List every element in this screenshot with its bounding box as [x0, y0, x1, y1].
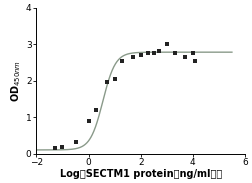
- Point: [191, 52, 195, 55]
- Point: [105, 81, 109, 84]
- Point: [86, 119, 90, 122]
- Point: [165, 43, 169, 46]
- Point: [146, 52, 150, 55]
- Point: [120, 59, 124, 62]
- Point: [94, 108, 98, 111]
- Point: [152, 52, 156, 55]
- Point: [131, 55, 135, 58]
- X-axis label: Log（SECTM1 protein（ng/ml））: Log（SECTM1 protein（ng/ml））: [59, 169, 222, 179]
- Point: [60, 145, 65, 148]
- Y-axis label: OD$_{450nm}$: OD$_{450nm}$: [9, 60, 23, 102]
- Point: [139, 54, 143, 57]
- Point: [157, 50, 161, 53]
- Point: [53, 147, 57, 150]
- Point: [183, 55, 187, 58]
- Point: [193, 59, 197, 62]
- Point: [113, 77, 117, 80]
- Point: [173, 52, 177, 55]
- Point: [74, 140, 78, 143]
